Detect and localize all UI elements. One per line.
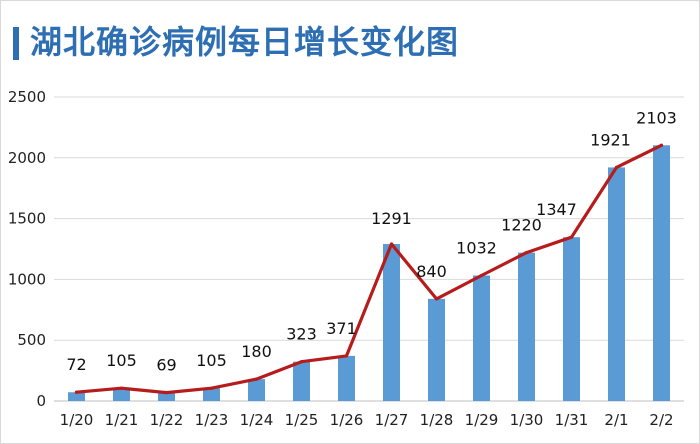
y-tick-label: 0 [36, 392, 46, 410]
bar [473, 275, 490, 401]
bar [383, 244, 400, 401]
line-point [524, 251, 529, 255]
bar [428, 298, 445, 401]
bar [248, 379, 265, 401]
y-tick-label: 2500 [8, 88, 46, 106]
bar-layer [68, 145, 670, 401]
x-tick-label: 1/30 [510, 411, 544, 429]
line-point [164, 391, 169, 395]
line-point [209, 386, 214, 390]
x-tick-label: 1/27 [375, 411, 409, 429]
data-label: 1291 [371, 209, 412, 228]
bar [158, 392, 175, 401]
bar [338, 355, 355, 401]
data-label: 323 [286, 325, 317, 344]
data-label: 69 [156, 356, 176, 375]
line-point [299, 360, 304, 364]
x-tick-label: 1/31 [555, 411, 589, 429]
bar [518, 252, 535, 401]
data-label: 72 [66, 355, 86, 374]
x-tick-label: 1/24 [240, 411, 274, 429]
line-layer [74, 143, 664, 395]
chart-title: 湖北确诊病例每日增长变化图 [30, 23, 460, 61]
data-label: 180 [241, 342, 272, 361]
x-tick-label: 1/25 [285, 411, 319, 429]
data-label: 2103 [636, 108, 677, 127]
x-tick-label: 1/20 [60, 411, 94, 429]
bar [203, 388, 220, 401]
bar [113, 388, 130, 401]
data-label: 1032 [456, 239, 497, 258]
x-tick-label: 1/29 [465, 411, 499, 429]
bar [293, 361, 310, 401]
x-tick-label: 1/21 [105, 411, 139, 429]
data-label: 840 [416, 262, 447, 281]
line-point [569, 235, 574, 239]
line-point [479, 273, 484, 278]
y-tick-label: 2000 [8, 149, 46, 167]
data-label: 105 [106, 351, 137, 370]
bar [68, 392, 85, 401]
data-label: 1921 [590, 130, 631, 149]
bar [653, 145, 670, 401]
x-tick-label: 1/23 [195, 411, 229, 429]
bar [608, 167, 625, 401]
line-point [659, 143, 664, 147]
line-point [389, 242, 394, 246]
data-label: 1220 [501, 216, 542, 235]
x-tick-label: 1/26 [330, 411, 364, 429]
line-point [614, 165, 619, 170]
data-label: 105 [196, 351, 227, 370]
x-tick-label: 1/28 [420, 411, 454, 429]
title-accent-bar [13, 27, 19, 60]
line-point [344, 354, 349, 358]
line-point [434, 297, 439, 301]
bar [563, 237, 580, 401]
line-point [119, 386, 124, 390]
y-tick-label: 1500 [8, 210, 46, 228]
x-tick-label: 2/2 [649, 411, 673, 429]
line-point [74, 390, 79, 394]
line-series [74, 143, 664, 395]
data-label: 371 [326, 319, 357, 338]
x-tick-label: 1/22 [150, 411, 184, 429]
axis-layer: 0 500 1000 1500 2000 2500 1/20 1/21 1/22 1/23 1/24… [8, 88, 674, 429]
line-point [254, 377, 259, 381]
y-tick-label: 500 [17, 331, 46, 349]
y-tick-label: 1000 [8, 270, 46, 288]
x-tick-label: 2/1 [604, 411, 628, 429]
data-label: 1347 [536, 200, 577, 219]
